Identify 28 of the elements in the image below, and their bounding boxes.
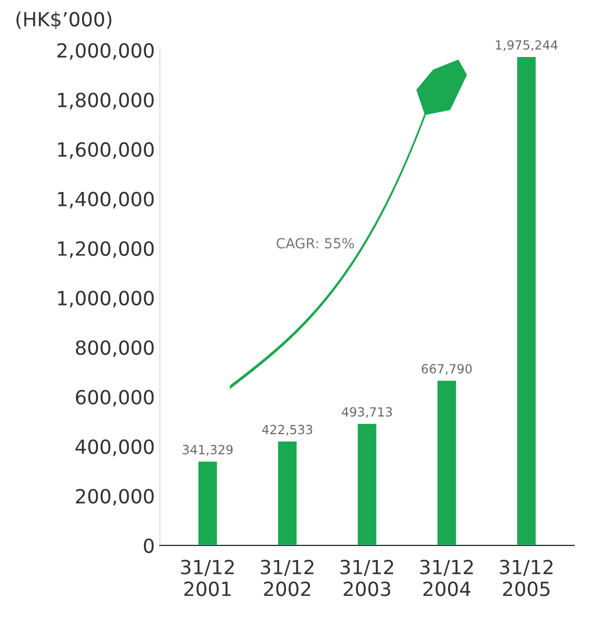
y-tick-label: 0 [144,538,154,554]
y-tick-label: 2,000,000 [57,43,154,60]
x-tick-label: 31/12 2005 [500,560,552,596]
x-tick-label: 31/12 2001 [181,560,234,596]
y-tick-label: 200,000 [76,488,154,506]
bar [516,56,538,546]
y-tick-label: 1,200,000 [58,241,154,258]
data-label: 341,329 [182,444,233,456]
y-tick-label: 1,800,000 [58,92,154,110]
x-tick-label: 31/12 2003 [340,560,394,596]
bar [276,440,298,546]
y-tick-label: 1,000,000 [58,290,154,308]
data-label: 667,790 [422,364,472,375]
x-tick-label: 31/12 2004 [420,560,473,596]
y-tick-label: 600,000 [76,390,154,407]
data-label: 422,533 [262,424,312,436]
x-tick-label: 31/12 2002 [260,560,314,596]
annotation: CAGR: 55% [276,238,354,248]
y-tick-label: 400,000 [76,439,154,456]
y-tick-label: 1,400,000 [58,192,154,208]
data-label: 493,713 [342,407,392,418]
y-axis-title: (HK$’000) [16,12,112,30]
bar [197,460,218,546]
data-label: 1,975,244 [496,40,558,51]
y-tick-label: 800,000 [76,340,154,358]
bar [356,422,378,546]
y-tick-label: 1,600,000 [58,142,154,159]
bar [436,379,458,546]
